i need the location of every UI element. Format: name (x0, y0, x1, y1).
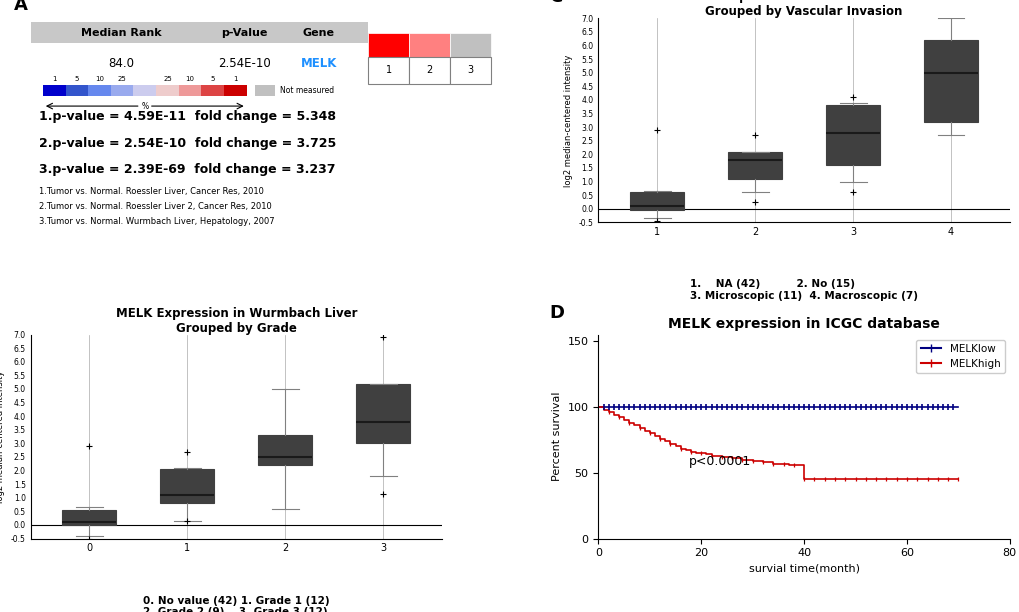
Text: 25: 25 (117, 76, 126, 81)
Title: MELK Expression in Wurmbach Liver
Grouped by Vascular Invasion: MELK Expression in Wurmbach Liver Groupe… (683, 0, 924, 18)
Text: 1: 1 (232, 76, 237, 81)
Text: 84.0: 84.0 (108, 57, 133, 70)
Text: 5: 5 (74, 76, 79, 81)
PathPatch shape (923, 40, 977, 122)
PathPatch shape (728, 152, 782, 179)
Bar (409, 57, 449, 84)
Bar (133, 84, 156, 96)
Title: MELK Expression in Wurmbach Liver
Grouped by Grade: MELK Expression in Wurmbach Liver Groupe… (115, 307, 357, 335)
Y-axis label: log2 median-centered intensity: log2 median-centered intensity (0, 370, 5, 502)
X-axis label: survial time(month): survial time(month) (748, 564, 859, 574)
Text: 2.Tumor vs. Normal. Roessler Liver 2, Cancer Res, 2010: 2.Tumor vs. Normal. Roessler Liver 2, Ca… (39, 202, 271, 211)
Title: MELK expression in ICGC database: MELK expression in ICGC database (667, 316, 940, 330)
Text: 1.Tumor vs. Normal. Roessler Liver, Cancer Res, 2010: 1.Tumor vs. Normal. Roessler Liver, Canc… (39, 187, 264, 196)
Text: 5: 5 (210, 76, 215, 81)
Bar (368, 32, 409, 59)
Text: %: % (141, 102, 148, 111)
Text: A: A (14, 0, 28, 14)
Bar (111, 84, 133, 96)
Bar (449, 57, 491, 84)
Text: 2.p-value = 2.54E-10  fold change = 3.725: 2.p-value = 2.54E-10 fold change = 3.725 (39, 136, 335, 150)
Text: p<0.0001: p<0.0001 (688, 455, 750, 468)
Bar (88, 84, 111, 96)
Y-axis label: log2 median-centered intensity: log2 median-centered intensity (564, 54, 573, 187)
Text: 3.p-value = 2.39E-69  fold change = 3.237: 3.p-value = 2.39E-69 fold change = 3.237 (39, 163, 335, 176)
Text: D: D (548, 304, 564, 323)
Text: 10: 10 (185, 76, 195, 81)
Text: C: C (548, 0, 561, 6)
Text: 1.    NA (42)          2. No (15)
3. Microscopic (11)  4. Macroscopic (7): 1. NA (42) 2. No (15) 3. Microscopic (11… (690, 280, 917, 301)
Bar (43, 84, 65, 96)
Bar (156, 84, 178, 96)
Text: Not measured: Not measured (279, 86, 333, 95)
Text: 3: 3 (468, 65, 474, 75)
Y-axis label: Percent survival: Percent survival (551, 392, 561, 481)
Text: 2: 2 (426, 65, 432, 75)
PathPatch shape (825, 105, 879, 165)
Text: p-Value: p-Value (221, 28, 267, 38)
PathPatch shape (356, 384, 410, 443)
Text: 0. No value (42) 1. Grade 1 (12)
2. Grade 2 (9)    3. Grade 3 (12): 0. No value (42) 1. Grade 1 (12) 2. Grad… (143, 595, 329, 612)
Text: 2.54E-10: 2.54E-10 (218, 57, 271, 70)
Text: Median Rank: Median Rank (81, 28, 161, 38)
Text: 1.p-value = 4.59E-11  fold change = 5.348: 1.p-value = 4.59E-11 fold change = 5.348 (39, 110, 335, 123)
Bar (368, 57, 409, 84)
Bar (449, 32, 491, 59)
Bar (201, 84, 224, 96)
Text: 1: 1 (385, 65, 391, 75)
Bar (65, 84, 88, 96)
Text: 10: 10 (95, 76, 104, 81)
Text: 3.Tumor vs. Normal. Wurmbach Liver, Hepatology, 2007: 3.Tumor vs. Normal. Wurmbach Liver, Hepa… (39, 217, 274, 226)
Text: Gene: Gene (303, 28, 334, 38)
Bar (31, 23, 368, 43)
PathPatch shape (62, 510, 116, 525)
PathPatch shape (258, 435, 312, 465)
PathPatch shape (160, 469, 214, 503)
Bar (409, 32, 449, 59)
Legend: MELKlow, MELKhigh: MELKlow, MELKhigh (915, 340, 1004, 373)
Bar (255, 84, 275, 96)
Text: 25: 25 (163, 76, 171, 81)
Text: 1: 1 (52, 76, 56, 81)
Bar (178, 84, 201, 96)
Text: MELK: MELK (301, 57, 336, 70)
PathPatch shape (630, 192, 684, 210)
Bar (224, 84, 247, 96)
